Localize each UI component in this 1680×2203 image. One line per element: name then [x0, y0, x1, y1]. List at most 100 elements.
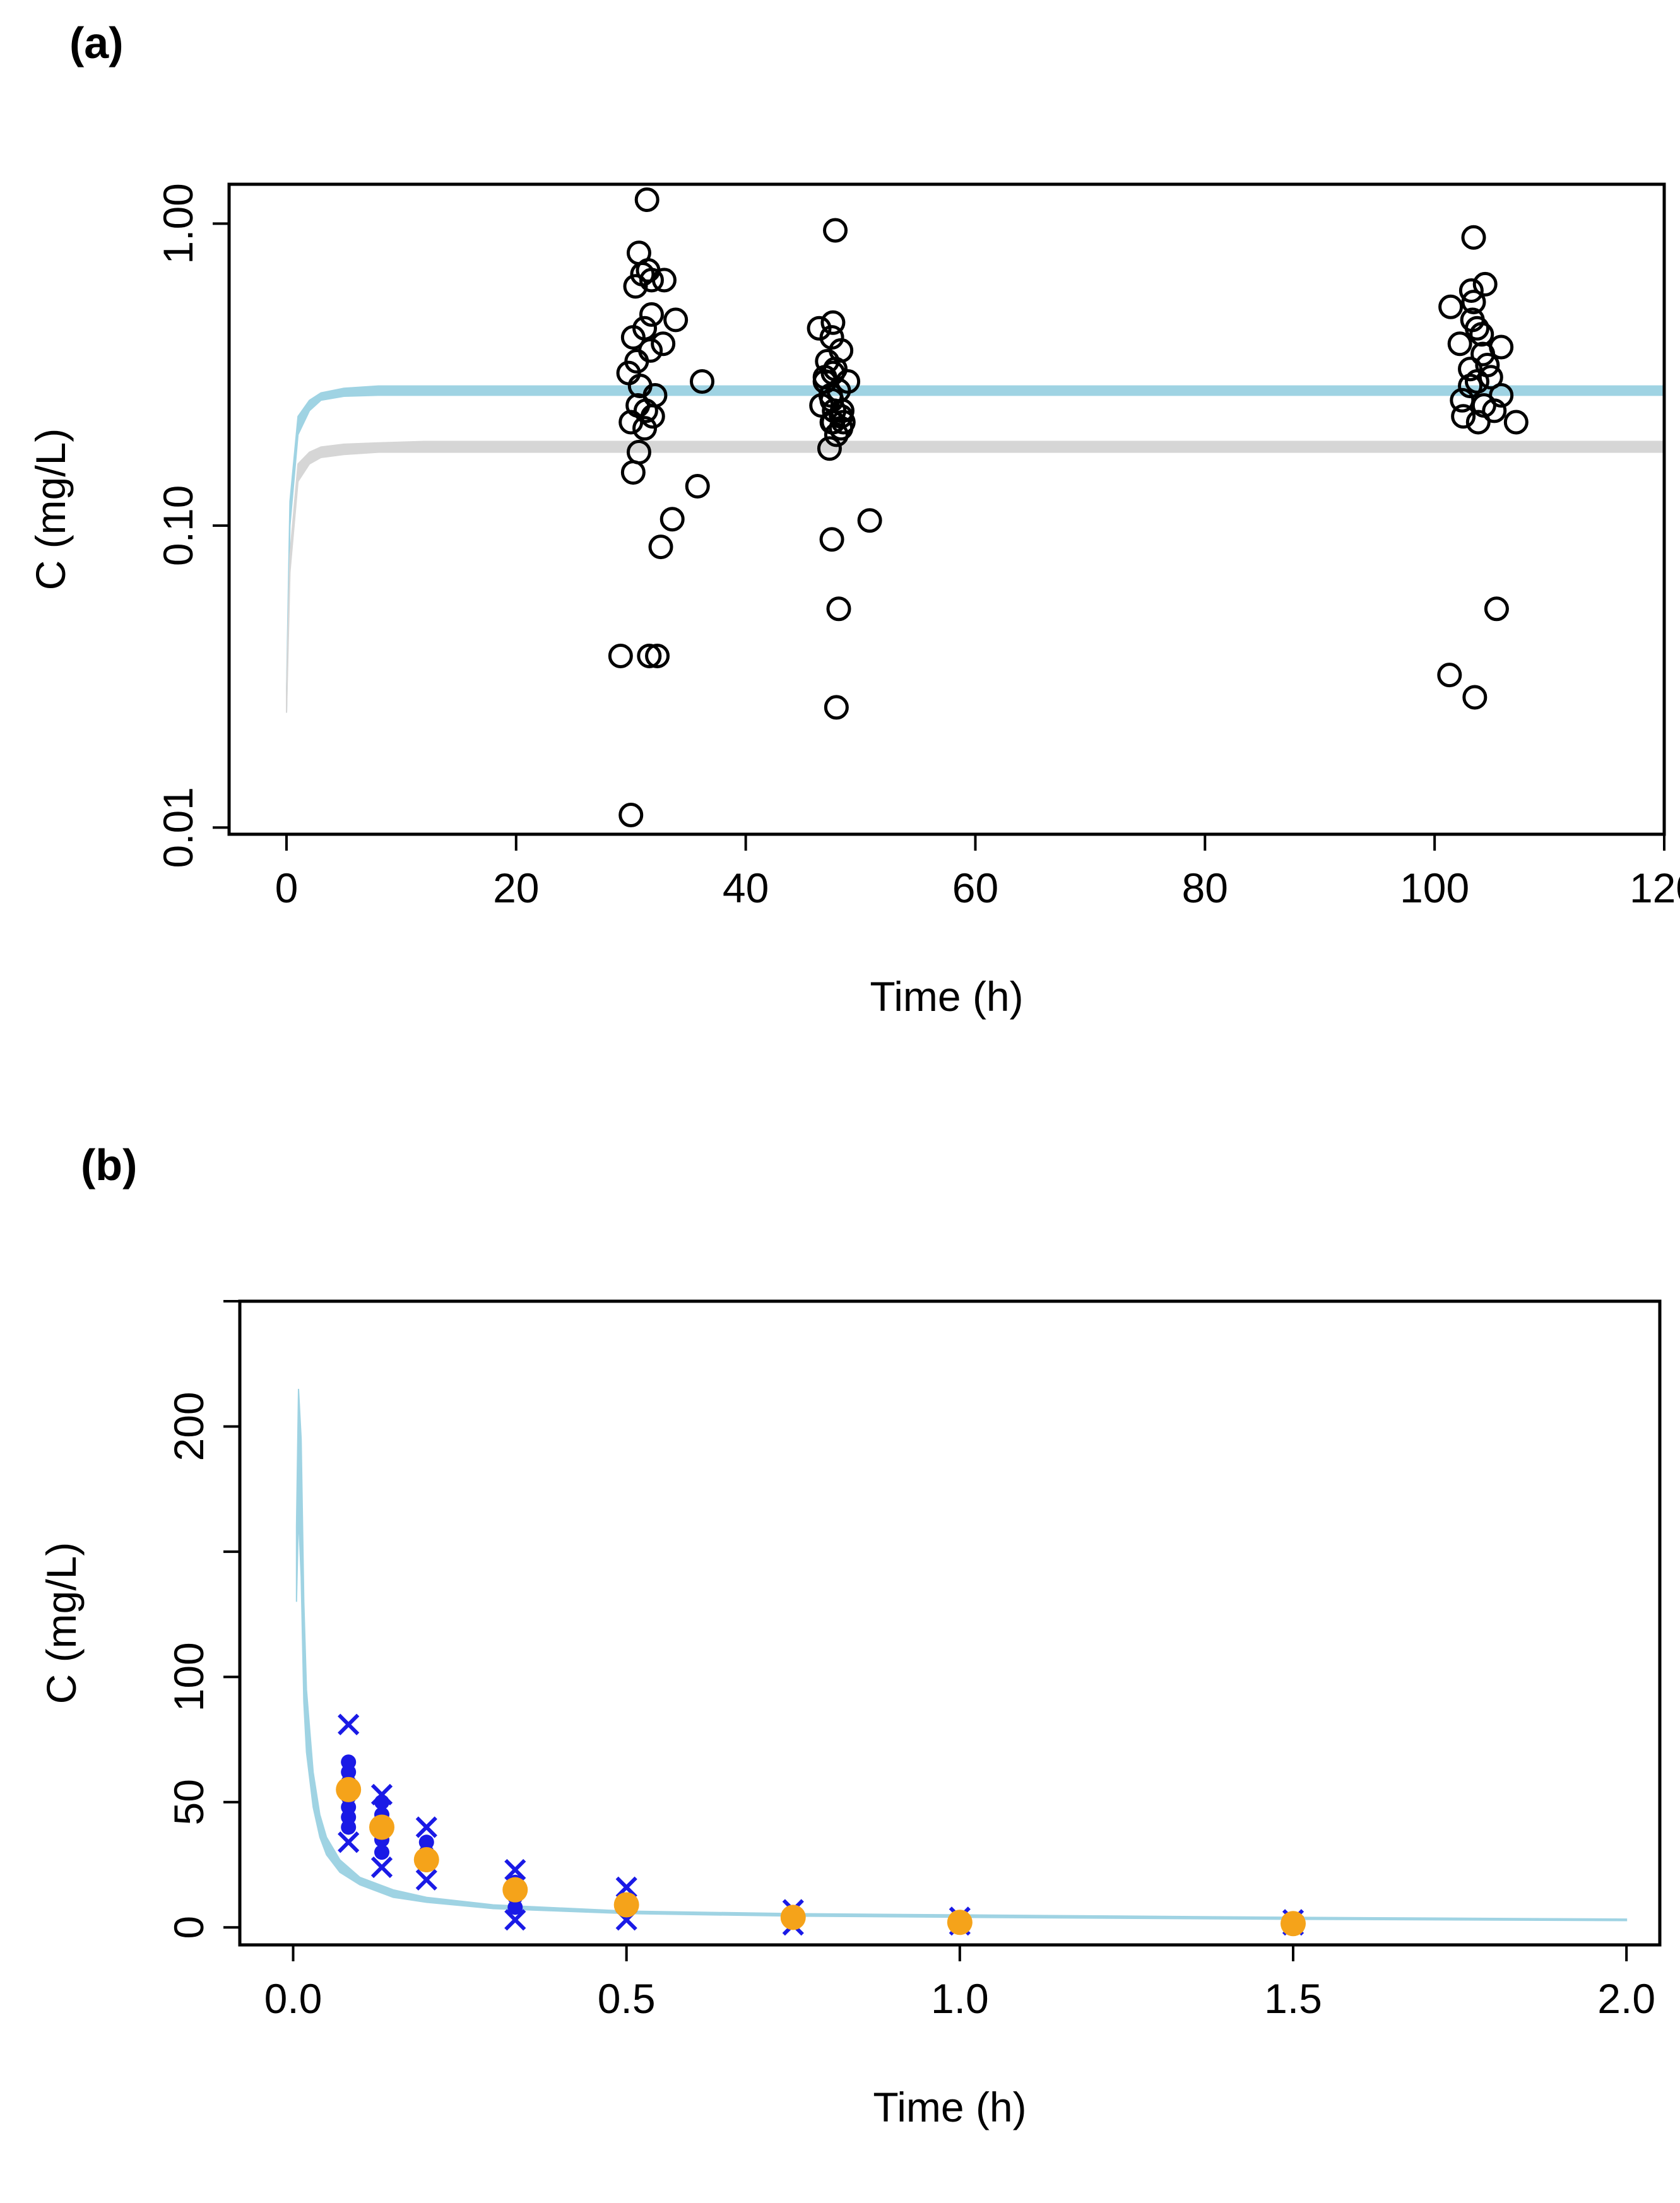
data-dot — [374, 1794, 389, 1810]
data-dot — [418, 1834, 434, 1850]
data-point — [638, 338, 663, 363]
data-point — [829, 398, 855, 423]
data-point — [1438, 294, 1464, 319]
x-marker — [338, 1831, 360, 1853]
data-point — [824, 422, 849, 447]
plot-frame — [238, 1299, 1662, 1947]
x-tick-label: 0.0 — [264, 1975, 322, 2022]
y-axis-label: C (mg/L) — [38, 1542, 85, 1704]
x-axis-label: Time (h) — [873, 2084, 1026, 2130]
mean-point — [947, 1910, 973, 1935]
x-tick-label: 40 — [723, 865, 769, 911]
data-point — [1472, 271, 1498, 297]
data-point — [1461, 290, 1486, 315]
data-point — [857, 508, 882, 533]
panel-b-label: (b) — [81, 1140, 137, 1190]
data-point — [1458, 357, 1483, 382]
data-point — [618, 803, 644, 828]
data-point — [817, 436, 842, 461]
y-axis-label: C (mg/L) — [27, 428, 74, 591]
data-point — [1450, 387, 1475, 413]
prediction-band-2 — [286, 440, 1665, 713]
data-point — [639, 302, 664, 327]
x-tick-label: 1.0 — [931, 1975, 989, 2022]
data-point — [826, 596, 851, 622]
x-marker — [615, 1876, 637, 1898]
data-point — [1447, 331, 1472, 357]
plot-frame — [227, 182, 1666, 836]
x-tick-label: 60 — [952, 865, 998, 911]
x-tick-label: 100 — [1400, 865, 1469, 911]
data-point — [1462, 685, 1488, 710]
x-tick-label: 2.0 — [1597, 1975, 1655, 2022]
y-tick-label: 0 — [165, 1916, 212, 1939]
data-point — [1478, 365, 1503, 390]
panel-a-label: (a) — [69, 18, 124, 68]
x-tick-label: 120 — [1630, 865, 1680, 911]
data-point — [1475, 353, 1500, 378]
y-tick-label: 50 — [165, 1779, 212, 1825]
data-point — [807, 316, 832, 341]
prediction-band-1 — [286, 385, 1665, 713]
data-point — [626, 240, 651, 266]
mean-point — [1281, 1911, 1306, 1937]
y-tick-label: 1.00 — [155, 183, 201, 264]
data-point — [618, 410, 644, 435]
x-marker — [415, 1869, 437, 1891]
data-point — [637, 643, 662, 668]
mean-point — [336, 1776, 362, 1802]
data-point — [1437, 663, 1462, 688]
data-point — [819, 527, 844, 552]
data-point — [1489, 382, 1514, 408]
data-point — [632, 316, 658, 341]
x-marker — [504, 1909, 526, 1931]
x-marker — [415, 1816, 437, 1838]
data-point — [660, 507, 685, 532]
x-tick-label: 1.5 — [1264, 1975, 1322, 2022]
data-point — [824, 695, 849, 720]
data-point — [651, 331, 676, 357]
chart-panel-a: 0 20 40 60 80 100 120 0.01 0.10 1.00 Time (h) C (mg… — [27, 182, 1680, 1020]
mean-point — [413, 1847, 439, 1873]
x-tick-label: 0 — [275, 865, 299, 911]
data-point — [1460, 307, 1485, 333]
data-point — [663, 307, 689, 333]
data-point — [608, 643, 633, 668]
mean-point — [369, 1814, 394, 1840]
y-tick-label: 0.01 — [155, 787, 201, 868]
data-point — [634, 187, 660, 212]
data-point — [1503, 410, 1529, 435]
data-point — [623, 274, 648, 299]
x-axis-label: Time (h) — [870, 973, 1023, 1020]
y-tick-label: 0.10 — [155, 485, 201, 566]
mean-point — [502, 1877, 528, 1903]
mean-point — [780, 1905, 806, 1930]
x-marker — [504, 1858, 526, 1881]
data-point — [690, 369, 715, 394]
data-point — [626, 440, 651, 465]
data-point — [1451, 404, 1476, 429]
data-point — [620, 460, 646, 485]
data-dot — [341, 1754, 357, 1770]
chart-panel-b: 0.0 0.5 1.0 1.5 2.0 0 50 100 200 Time (h) C (mg/L) — [38, 1299, 1662, 2130]
data-point — [1461, 225, 1486, 250]
data-point — [648, 535, 673, 560]
data-point — [651, 268, 677, 293]
x-marker — [338, 1713, 360, 1735]
data-point — [1458, 278, 1484, 304]
data-point — [823, 218, 848, 243]
data-point — [820, 310, 846, 335]
prediction-band-1 — [295, 1388, 1628, 1922]
x-marker — [370, 1856, 393, 1879]
data-point — [645, 643, 670, 668]
y-tick-label: 200 — [165, 1391, 212, 1461]
data-point — [1489, 334, 1514, 360]
x-tick-label: 20 — [493, 865, 539, 911]
x-tick-label: 80 — [1182, 865, 1228, 911]
x-tick-label: 0.5 — [598, 1975, 656, 2022]
data-dot — [374, 1845, 389, 1860]
data-point — [1465, 410, 1491, 435]
y-tick-label: 100 — [165, 1642, 212, 1711]
data-point — [1484, 596, 1509, 622]
